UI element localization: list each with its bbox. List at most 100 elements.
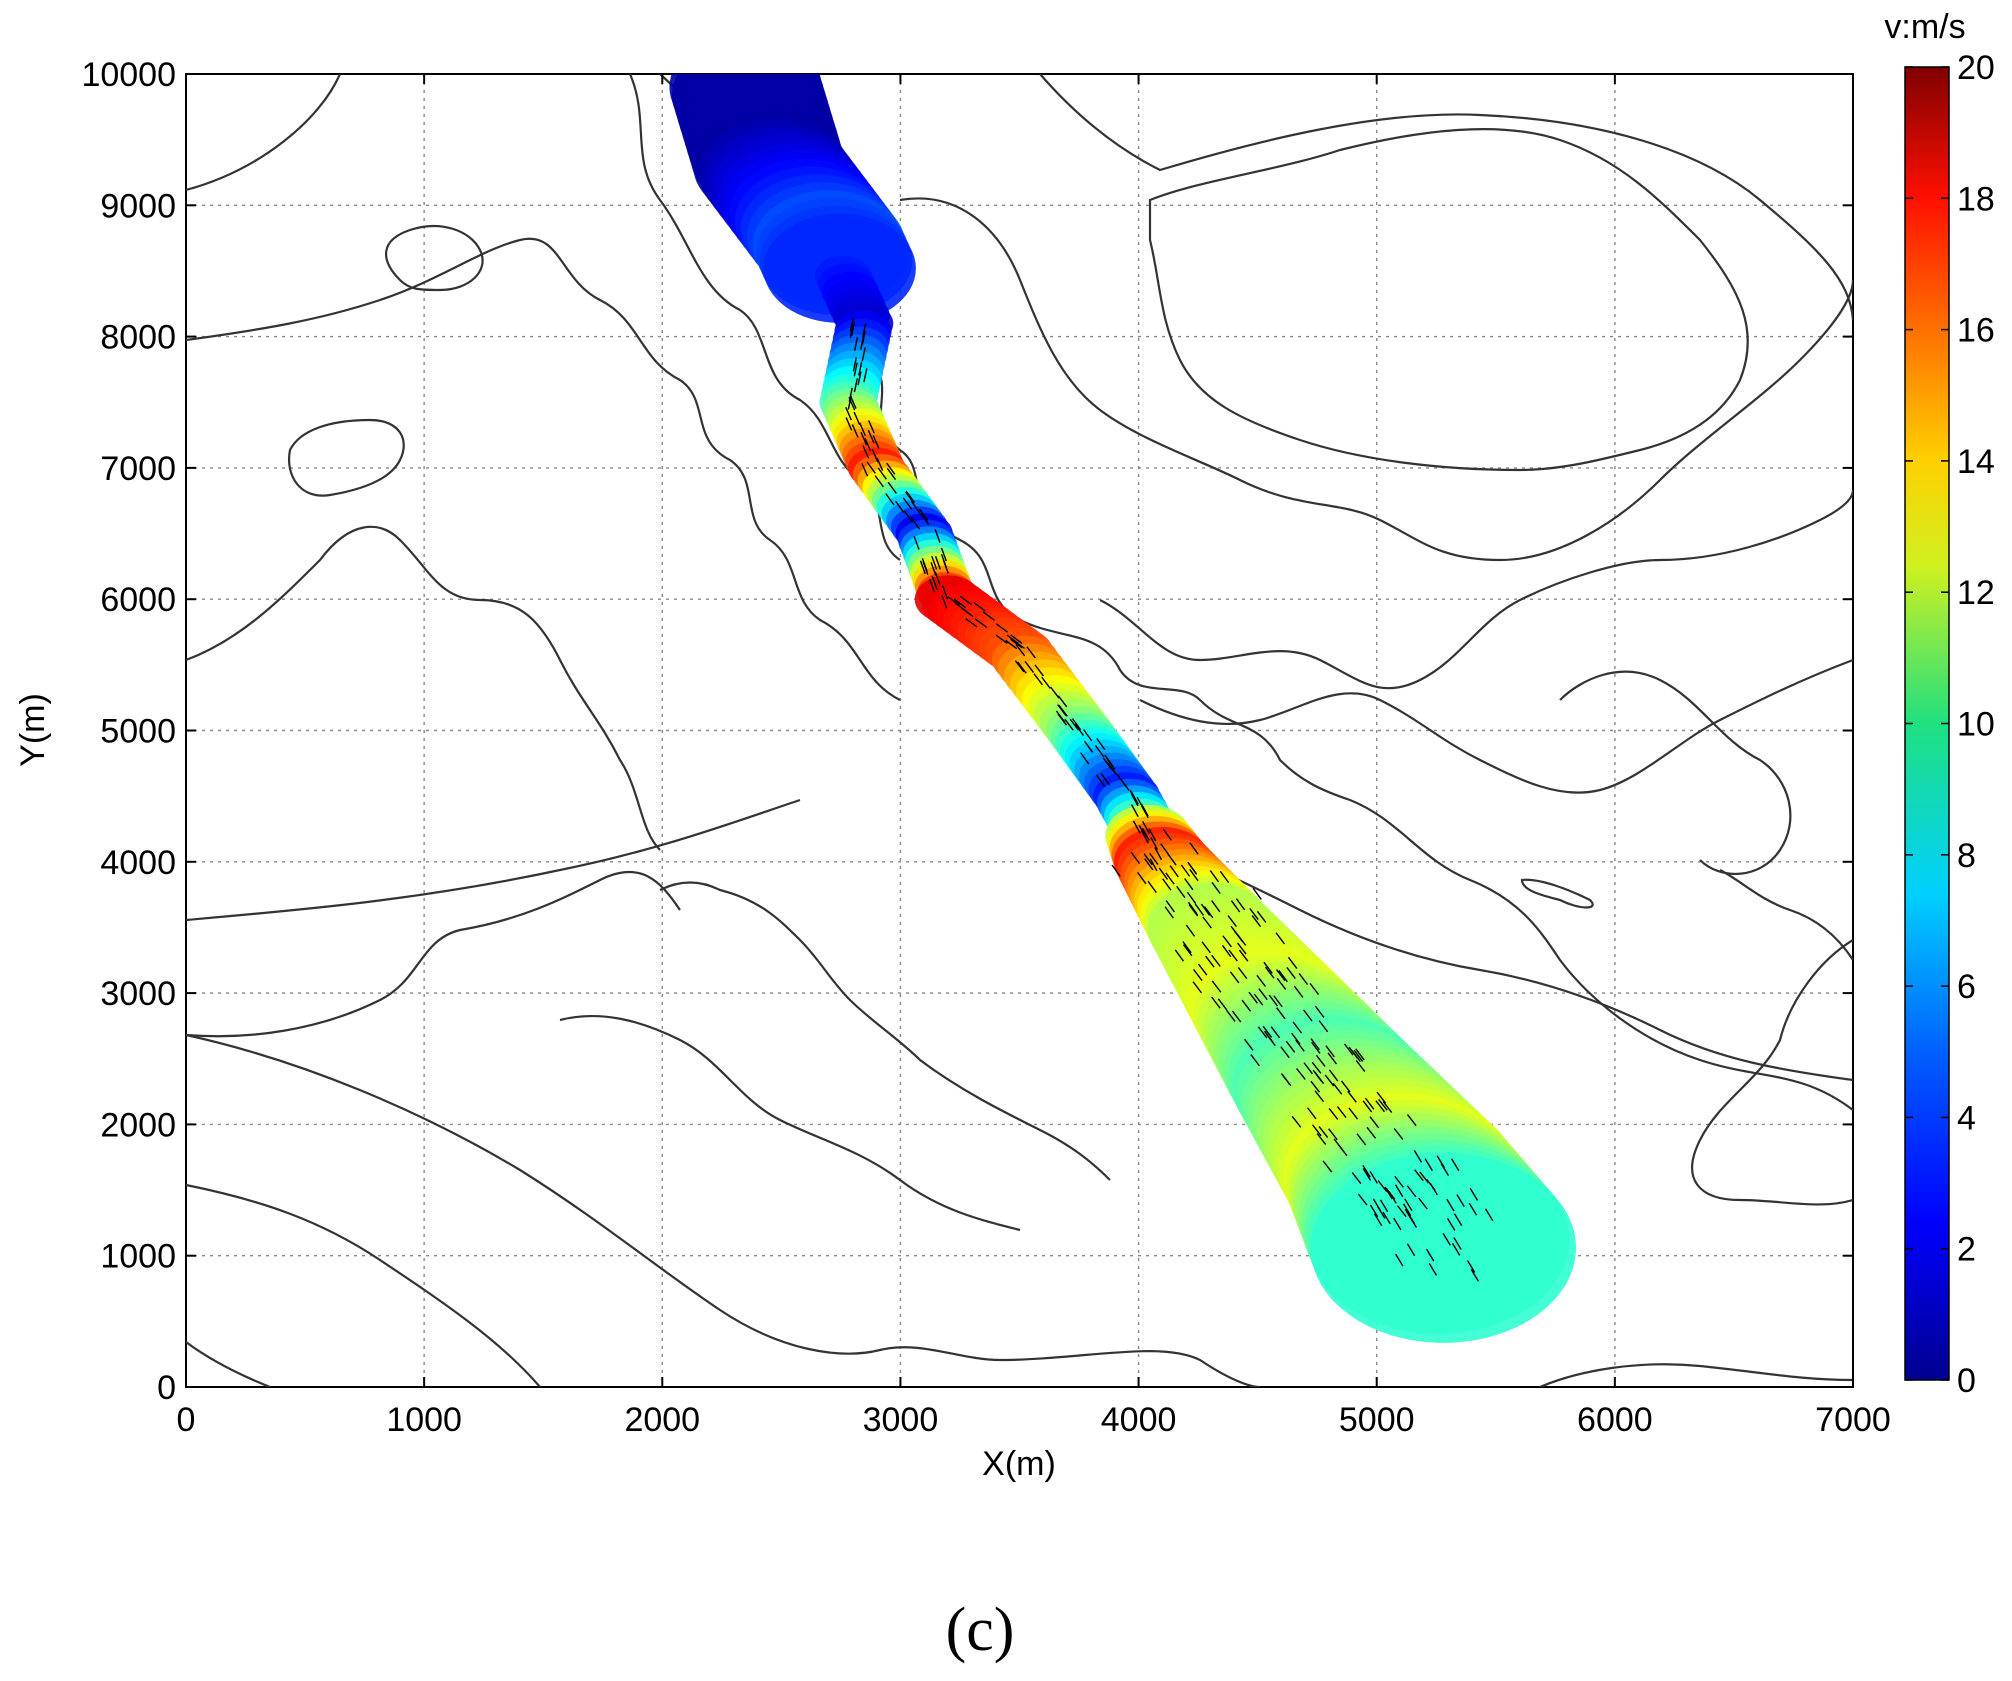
contour-line	[1559, 670, 1792, 876]
velocity-arrow	[1280, 1073, 1291, 1086]
velocity-arrow	[1275, 969, 1286, 982]
velocity-arrow	[1450, 1158, 1460, 1172]
velocity-arrow	[913, 536, 920, 550]
velocity-arrow	[1355, 1048, 1365, 1061]
velocity-arrow	[1082, 729, 1093, 742]
contour-line	[1539, 1363, 1853, 1387]
velocity-arrow	[1142, 820, 1150, 834]
velocity-arrow	[1229, 971, 1240, 984]
velocity-arrow	[1376, 1091, 1387, 1104]
velocity-arrow	[1256, 974, 1266, 987]
velocity-arrow	[1010, 634, 1023, 644]
contour-line	[1691, 939, 1853, 1206]
velocity-arrow	[1249, 907, 1259, 920]
velocity-arrow	[1468, 1202, 1478, 1216]
velocity-arrow	[1015, 644, 1026, 657]
velocity-arrow	[1469, 1188, 1479, 1201]
velocity-arrow	[1230, 900, 1241, 913]
velocity-arrow	[1235, 898, 1246, 911]
velocity-arrow	[1311, 1124, 1322, 1137]
velocity-arrow	[853, 362, 858, 377]
velocity-arrow	[859, 422, 866, 436]
velocity-arrow	[861, 463, 869, 477]
velocity-arrow	[1287, 956, 1298, 969]
velocity-arrow	[1243, 1038, 1254, 1051]
x-tick-label: 1000	[386, 1401, 462, 1439]
velocity-arrow	[1286, 966, 1296, 979]
velocity-arrow	[867, 429, 875, 444]
velocity-arrow	[885, 493, 895, 506]
velocity-arrow	[1453, 1213, 1463, 1227]
velocity-arrow	[1164, 906, 1174, 919]
velocity-arrow	[1484, 1208, 1494, 1222]
velocity-arrow	[1169, 865, 1179, 878]
velocity-arrow	[1057, 695, 1068, 708]
velocity-arrow	[1192, 981, 1203, 994]
velocity-arrow	[1136, 796, 1145, 810]
velocity-arrow	[1237, 967, 1248, 980]
contour-line	[899, 197, 1853, 562]
velocity-arrow	[1154, 847, 1163, 861]
velocity-arrow	[921, 557, 928, 572]
y-tick-label: 4000	[100, 844, 176, 882]
velocity-arrow	[1353, 1049, 1364, 1062]
velocity-arrow	[1211, 881, 1221, 895]
velocity-arrow	[1311, 1061, 1322, 1074]
velocity-arrow	[1024, 660, 1035, 673]
velocity-arrow	[1069, 718, 1080, 731]
velocity-arrow	[1327, 1052, 1338, 1065]
contour-line	[384, 225, 484, 292]
colorbar-tick-label: 20	[1957, 49, 1995, 87]
velocity-arrow	[905, 490, 915, 503]
velocity-arrow	[934, 555, 941, 570]
velocity-arrow	[1406, 1243, 1416, 1257]
velocity-arrow	[1303, 1062, 1313, 1075]
velocity-arrow	[1251, 915, 1262, 928]
velocity-arrow	[1347, 1090, 1357, 1103]
velocity-arrow	[1310, 1080, 1321, 1093]
velocity-arrow	[1222, 935, 1232, 948]
colorbar-tick-label: 18	[1957, 180, 1995, 218]
velocity-arrow	[1026, 646, 1036, 659]
y-tick-label: 9000	[100, 187, 176, 225]
velocity-arrow	[930, 562, 937, 576]
velocity-arrow	[1362, 1168, 1372, 1181]
velocity-arrow	[1262, 1025, 1273, 1038]
velocity-arrow	[1211, 980, 1222, 993]
velocity-arrow	[1362, 1100, 1373, 1113]
velocity-arrow	[934, 529, 941, 543]
velocity-arrow	[1362, 1164, 1371, 1178]
velocity-arrow	[953, 598, 966, 609]
velocity-arrow	[1270, 1026, 1281, 1039]
velocity-arrow	[1395, 1253, 1404, 1267]
velocity-arrow	[1382, 1211, 1391, 1225]
velocity-arrow	[1189, 868, 1199, 882]
velocity-arrow	[1291, 1032, 1301, 1045]
velocity-arrow	[874, 475, 884, 488]
velocity-arrow	[1388, 1190, 1397, 1204]
velocity-arrow	[905, 491, 915, 504]
colorbar-tick-label: 8	[1957, 837, 1976, 875]
contour-line	[186, 798, 801, 922]
velocity-arrow	[857, 371, 862, 386]
y-tick-label: 2000	[100, 1106, 176, 1144]
velocity-arrow	[1148, 828, 1157, 842]
velocity-arrow	[975, 618, 988, 628]
velocity-arrow	[931, 555, 938, 570]
velocity-arrow	[853, 336, 859, 351]
velocity-arrow	[1130, 851, 1141, 864]
velocity-arrow	[1466, 1260, 1476, 1273]
x-tick-label: 4000	[1101, 1401, 1177, 1439]
velocity-arrow	[1351, 1172, 1362, 1185]
contour-line	[559, 1014, 1021, 1232]
velocity-arrow	[1193, 968, 1203, 982]
velocity-arrow	[1050, 686, 1060, 699]
velocity-arrow	[1377, 1180, 1388, 1193]
velocity-arrow	[1150, 836, 1159, 850]
velocity-field	[669, 74, 1576, 1343]
y-tick-label: 5000	[100, 713, 176, 751]
x-axis-label: X(m)	[982, 1445, 1056, 1483]
velocity-arrow	[941, 594, 948, 609]
velocity-arrow	[852, 357, 858, 372]
velocity-arrow	[1219, 870, 1230, 884]
